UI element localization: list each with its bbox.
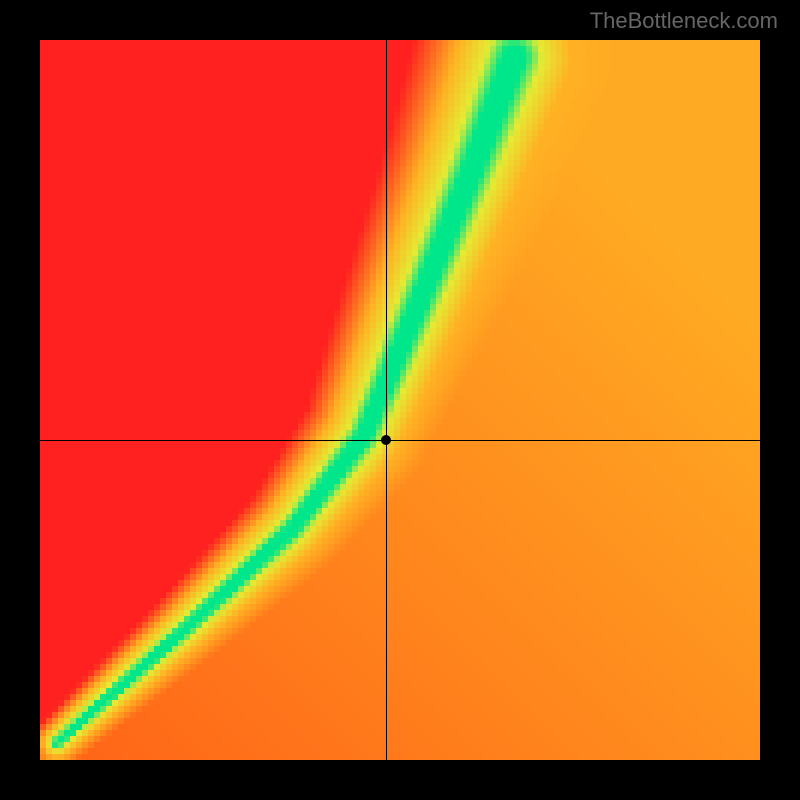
- bottleneck-heatmap: [40, 40, 760, 760]
- crosshair-horizontal: [40, 440, 760, 441]
- watermark-text: TheBottleneck.com: [590, 8, 778, 34]
- crosshair-vertical: [386, 40, 387, 760]
- heatmap-canvas: [40, 40, 760, 760]
- selection-marker: [381, 435, 391, 445]
